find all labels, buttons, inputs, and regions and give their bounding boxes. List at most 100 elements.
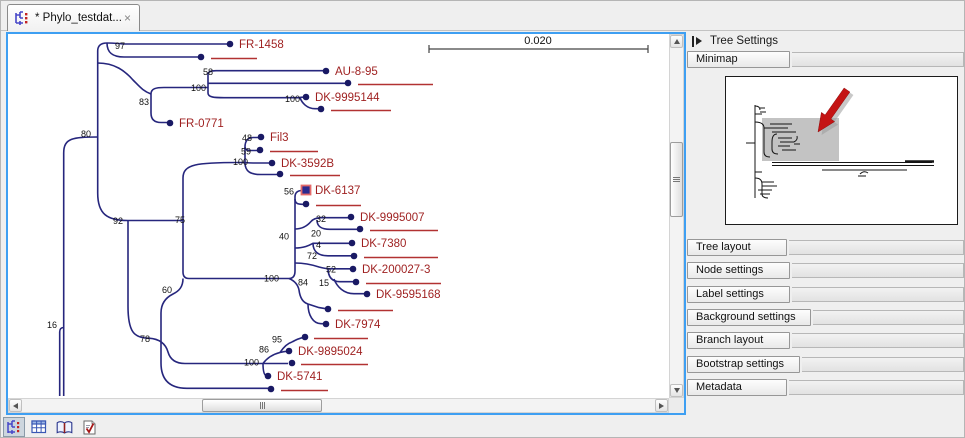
bootstrap-value: 4 — [316, 240, 321, 250]
tree-branch — [127, 220, 150, 339]
leaf-node[interactable] — [350, 252, 358, 260]
leaf-label[interactable]: DK-9995007 — [360, 212, 425, 224]
leaf-label[interactable]: DK-6137 — [315, 185, 360, 197]
settings-section-row: Node settings — [687, 262, 964, 282]
settings-section-row: Branch layout — [687, 332, 964, 352]
settings-section-row: Label settings — [687, 285, 964, 306]
tree-branch — [333, 278, 364, 295]
minimap-section-strip — [792, 52, 964, 67]
leaf-node[interactable] — [356, 225, 364, 233]
leaf-label[interactable]: Fil3 — [270, 132, 289, 144]
settings-section-tab-metadata[interactable]: Metadata — [687, 378, 787, 396]
leaf-node[interactable] — [363, 290, 371, 298]
settings-section-strip — [802, 356, 964, 372]
leaf-node[interactable] — [344, 79, 352, 87]
leaf-node[interactable] — [267, 385, 275, 393]
leaf-node[interactable] — [302, 200, 310, 208]
bootstrap-value: 40 — [279, 232, 289, 242]
scroll-up-button[interactable] — [670, 35, 683, 48]
leaf-node[interactable] — [352, 278, 360, 286]
tree-view-icon — [6, 419, 19, 434]
leaf-node[interactable] — [276, 170, 284, 178]
leaf-node[interactable] — [347, 213, 355, 221]
leaf-node[interactable] — [197, 53, 205, 61]
tree-branch — [327, 267, 353, 283]
horizontal-scrollbar[interactable] — [8, 398, 669, 413]
vertical-scrollbar[interactable] — [669, 34, 684, 398]
leaf-label[interactable]: FR-0771 — [179, 118, 224, 130]
bootstrap-value: 95 — [272, 335, 282, 345]
leaf-node[interactable] — [322, 67, 330, 75]
leaf-node[interactable] — [348, 239, 356, 247]
leaf-node[interactable] — [264, 372, 272, 380]
leaf-node[interactable] — [317, 105, 325, 113]
leaf-node[interactable] — [324, 305, 332, 313]
side-panel-header[interactable]: Tree Settings — [687, 31, 964, 51]
alignment-view-button[interactable] — [53, 417, 75, 437]
leaf-label[interactable]: DK-5741 — [277, 371, 322, 383]
tree-branch — [96, 137, 129, 222]
settings-section-tab-background-settings[interactable]: Background settings — [687, 308, 811, 326]
bootstrap-value: 72 — [307, 251, 317, 261]
settings-section-tab-node-settings[interactable]: Node settings — [687, 262, 790, 280]
settings-section-strip — [789, 379, 964, 395]
bootstrap-value: 80 — [81, 129, 91, 139]
phylogenetic-tree-canvas[interactable]: FR-1458 AU-8-95 DK-9995144 FR-0771 Fil3 DK-35… — [8, 34, 669, 396]
leaf-label[interactable]: DK-7380 — [361, 238, 406, 250]
leaf-label[interactable]: DK-9595168 — [376, 289, 441, 301]
bootstrap-value: 100 — [264, 274, 279, 284]
leaf-label[interactable]: DK-3592B — [281, 158, 334, 170]
leaf-label[interactable]: DK-200027-3 — [362, 264, 430, 276]
leaf-node[interactable] — [268, 159, 276, 167]
leaf-node[interactable] — [301, 333, 309, 341]
leaf-node[interactable] — [257, 133, 265, 141]
leaf-node[interactable] — [349, 265, 357, 273]
bootstrap-value: 84 — [298, 278, 308, 288]
bootstrap-value: 59 — [241, 147, 251, 157]
tree-branch — [262, 351, 281, 364]
leaf-label[interactable]: DK-7974 — [335, 319, 381, 331]
tree-view-button[interactable] — [3, 417, 25, 437]
tree-branch — [97, 62, 152, 95]
tree-branch — [106, 42, 198, 58]
table-view-button[interactable] — [28, 417, 50, 437]
scroll-left-button[interactable] — [9, 399, 22, 412]
leaf-node[interactable] — [322, 320, 330, 328]
bootstrap-value: 100 — [244, 358, 259, 368]
tree-branch — [182, 161, 240, 221]
scroll-right-button[interactable] — [655, 399, 668, 412]
leaf-label[interactable]: DK-9995144 — [315, 92, 380, 104]
settings-section-tab-branch-layout[interactable]: Branch layout — [687, 332, 790, 350]
bootstrap-value: 58 — [203, 67, 213, 77]
settings-section-tab-tree-layout[interactable]: Tree layout — [687, 239, 787, 256]
selected-leaf-node[interactable] — [300, 184, 312, 196]
bootstrap-value: 56 — [284, 187, 294, 197]
tree-branch — [62, 136, 98, 396]
tree-branch — [150, 86, 208, 95]
leaf-node[interactable] — [226, 40, 234, 48]
document-tab[interactable]: * Phylo_testdat... × — [7, 4, 140, 31]
scrollbar-corner — [669, 398, 684, 413]
minimap[interactable] — [725, 76, 958, 225]
leaf-label[interactable]: DK-9895024 — [298, 346, 363, 358]
scroll-down-button[interactable] — [670, 384, 683, 397]
minimap-section-row: Minimap — [687, 51, 964, 71]
tree-branch — [294, 216, 348, 230]
report-view-button[interactable] — [78, 417, 100, 437]
leaf-node[interactable] — [288, 359, 296, 367]
leaf-node[interactable] — [256, 146, 264, 154]
leaf-node[interactable] — [166, 119, 174, 127]
leaf-node[interactable] — [302, 93, 310, 101]
minimap-sketch — [746, 87, 934, 199]
horizontal-scroll-thumb[interactable] — [202, 399, 322, 412]
leaf-label[interactable]: FR-1458 — [239, 39, 284, 51]
settings-section-tab-bootstrap-settings[interactable]: Bootstrap settings — [687, 355, 800, 373]
tab-close-icon[interactable]: × — [123, 11, 131, 25]
settings-section-tab-label-settings[interactable]: Label settings — [687, 285, 790, 303]
tree-branch — [244, 146, 257, 152]
vertical-scroll-thumb[interactable] — [670, 142, 683, 217]
minimap-section-tab[interactable]: Minimap — [687, 51, 790, 68]
bootstrap-value: 60 — [162, 285, 172, 295]
leaf-node[interactable] — [285, 347, 293, 355]
leaf-label[interactable]: AU-8-95 — [335, 66, 378, 78]
